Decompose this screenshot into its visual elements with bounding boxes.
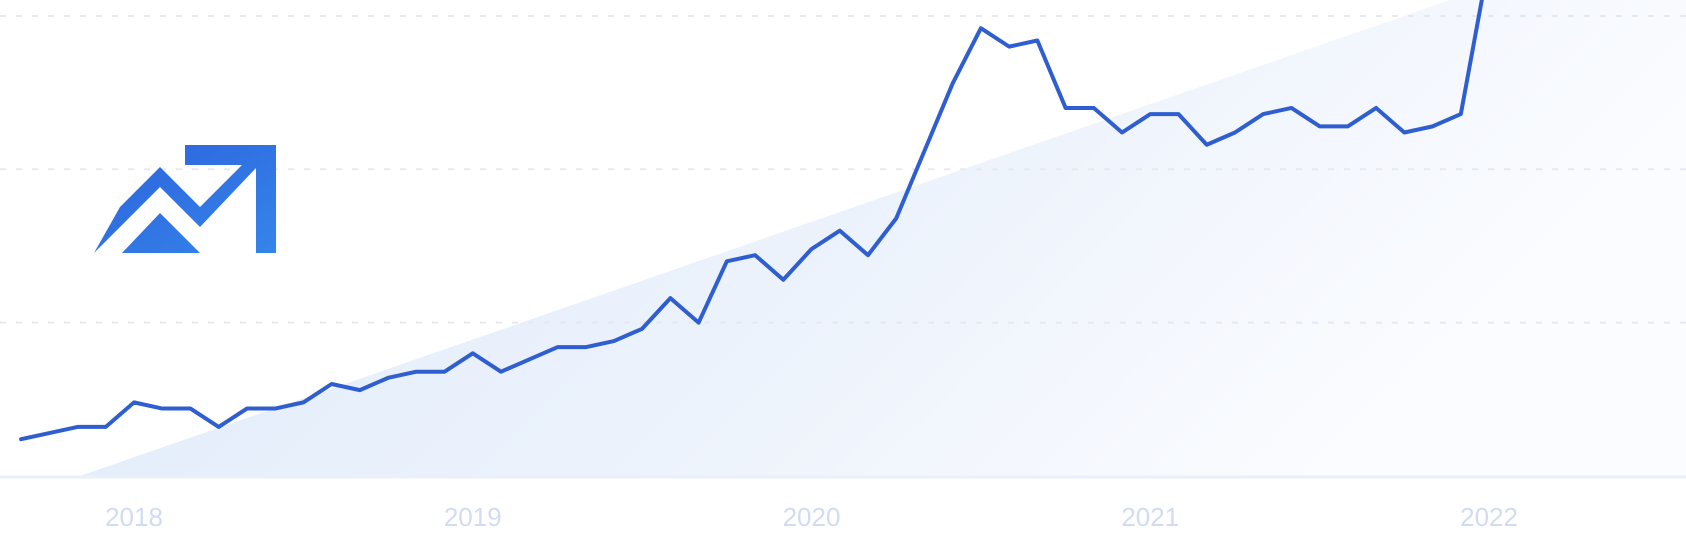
x-tick-label: 2020 — [783, 502, 841, 532]
x-tick-label: 2019 — [444, 502, 502, 532]
x-tick-label: 2022 — [1460, 502, 1518, 532]
x-tick-label: 2021 — [1121, 502, 1179, 532]
x-tick-label: 2018 — [105, 502, 163, 532]
trending-up-icon — [94, 145, 276, 253]
